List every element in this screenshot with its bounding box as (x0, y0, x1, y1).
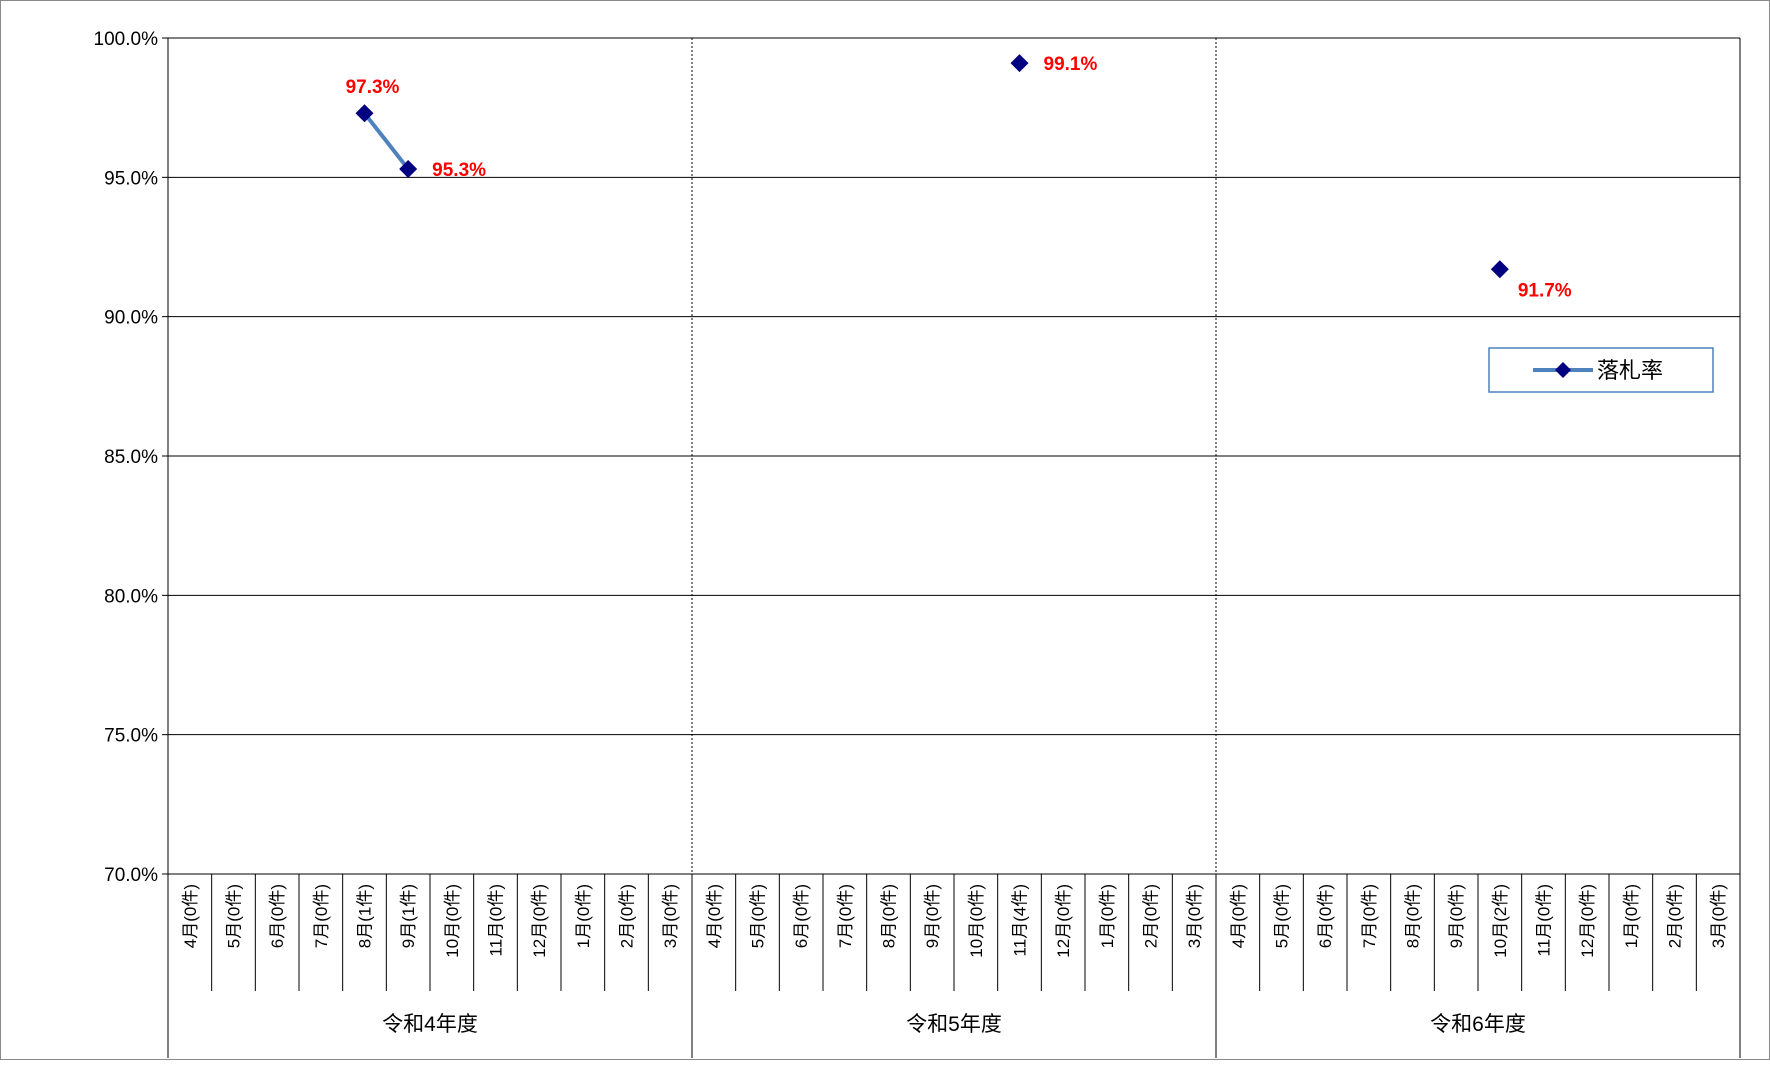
y-tick-label: 75.0% (104, 726, 158, 747)
x-tick-label: 3月(0件) (1185, 884, 1204, 948)
x-tick-label: 1月(0件) (1622, 884, 1641, 948)
group-label: 令和5年度 (906, 1013, 1002, 1036)
x-tick-label: 2月(0件) (618, 884, 637, 948)
x-tick-label: 9月(1件) (399, 884, 418, 948)
data-label: 99.1% (1044, 54, 1098, 75)
x-tick-label: 10月(0件) (967, 884, 986, 958)
x-tick-label: 3月(0件) (661, 884, 680, 948)
group-label: 令和4年度 (382, 1013, 478, 1036)
y-tick-label: 80.0% (104, 586, 158, 607)
x-tick-label: 9月(0件) (923, 884, 942, 948)
x-tick-label: 7月(0件) (312, 884, 331, 948)
x-tick-label: 10月(2件) (1491, 884, 1510, 958)
series-line (365, 113, 409, 169)
legend-label: 落札率 (1597, 358, 1663, 383)
x-tick-label: 5月(0件) (225, 884, 244, 948)
x-tick-label: 3月(0件) (1709, 884, 1728, 948)
data-point (1491, 260, 1509, 278)
x-tick-label: 6月(0件) (268, 884, 287, 948)
x-tick-label: 12月(0件) (530, 884, 549, 958)
data-label: 91.7% (1518, 280, 1572, 301)
x-tick-label: 7月(0件) (1360, 884, 1379, 948)
x-tick-label: 12月(0件) (1578, 884, 1597, 958)
x-tick-label: 2月(0件) (1666, 884, 1685, 948)
group-label: 令和6年度 (1430, 1013, 1526, 1036)
x-tick-label: 4月(0件) (181, 884, 200, 948)
x-tick-label: 11月(0件) (487, 884, 506, 956)
y-tick-label: 90.0% (104, 308, 158, 329)
x-tick-label: 11月(4件) (1011, 884, 1030, 956)
x-tick-label: 5月(0件) (1273, 884, 1292, 948)
y-tick-label: 70.0% (104, 865, 158, 886)
x-tick-label: 6月(0件) (792, 884, 811, 948)
x-tick-label: 9月(0件) (1447, 884, 1466, 948)
y-tick-label: 95.0% (104, 168, 158, 189)
x-tick-label: 1月(0件) (1098, 884, 1117, 948)
x-tick-label: 8月(1件) (356, 884, 375, 948)
data-label: 97.3% (346, 77, 400, 98)
x-tick-label: 8月(0件) (880, 884, 899, 948)
data-point (1011, 54, 1029, 72)
x-tick-label: 5月(0件) (749, 884, 768, 948)
y-tick-label: 100.0% (94, 29, 159, 50)
x-tick-label: 4月(0件) (705, 884, 724, 948)
x-tick-label: 7月(0件) (836, 884, 855, 948)
y-tick-label: 85.0% (104, 447, 158, 468)
x-tick-label: 4月(0件) (1229, 884, 1248, 948)
x-tick-label: 8月(0件) (1404, 884, 1423, 948)
x-tick-label: 6月(0件) (1316, 884, 1335, 948)
x-tick-label: 12月(0件) (1054, 884, 1073, 958)
x-tick-label: 1月(0件) (574, 884, 593, 948)
x-tick-label: 10月(0件) (443, 884, 462, 958)
data-label: 95.3% (432, 160, 486, 181)
x-tick-label: 11月(0件) (1535, 884, 1554, 956)
x-tick-label: 2月(0件) (1142, 884, 1161, 948)
